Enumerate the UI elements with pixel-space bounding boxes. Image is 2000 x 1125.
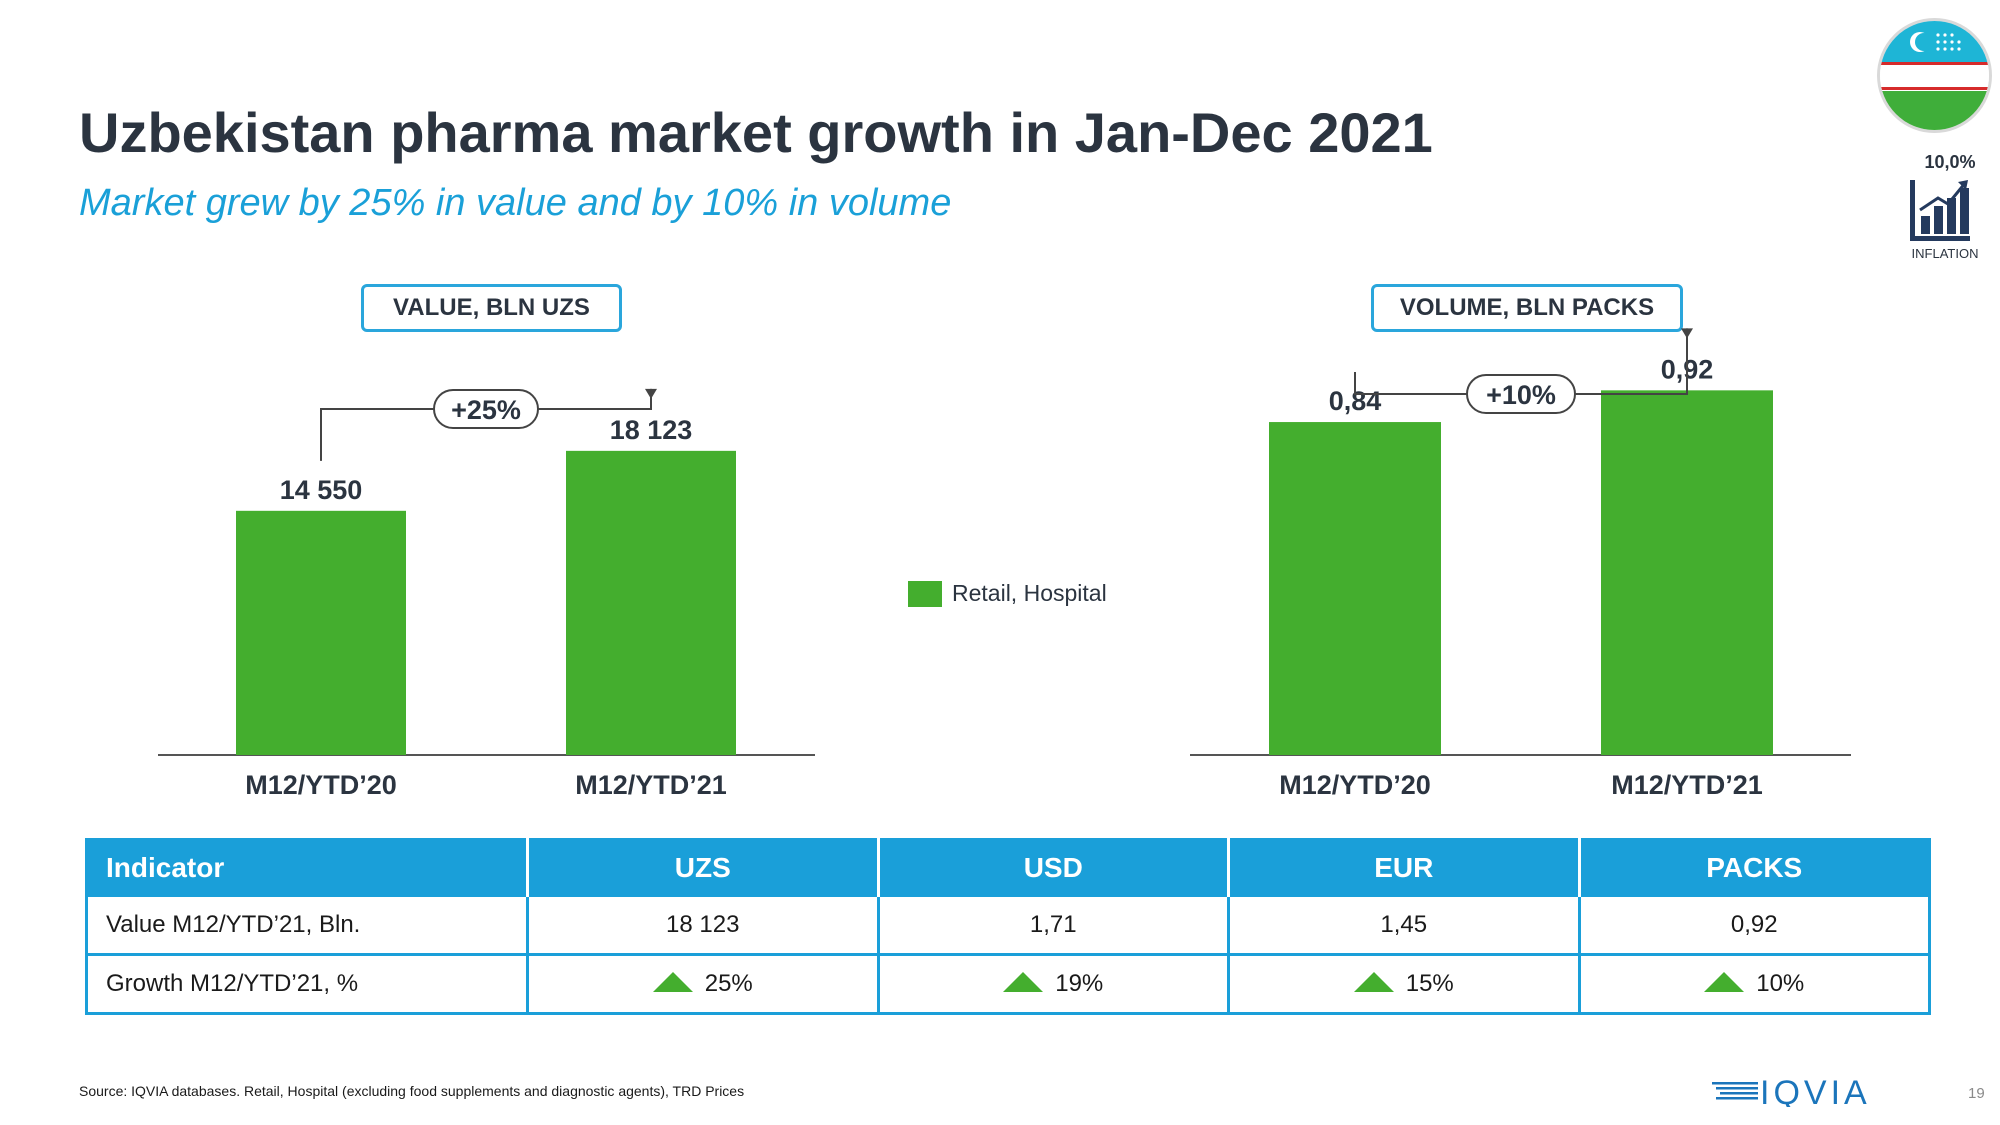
growth-arrowhead bbox=[645, 388, 657, 399]
growth-arrowhead bbox=[1681, 328, 1693, 339]
page-subtitle: Market grew by 25% in value and by 10% i… bbox=[79, 182, 952, 224]
flag-red-line bbox=[1880, 62, 1989, 66]
growth-label: +25% bbox=[451, 395, 521, 425]
table-cell: 25% bbox=[526, 953, 880, 1015]
table-row: Value M12/YTD’21, Bln. 18 123 1,71 1,45 … bbox=[85, 894, 1931, 956]
source-note: Source: IQVIA databases. Retail, Hospita… bbox=[79, 1083, 745, 1099]
logo-text: IQVIA bbox=[1760, 1075, 1871, 1107]
table-cell: 1,71 bbox=[876, 894, 1230, 956]
table-header-row: Indicator UZS USD EUR PACKS bbox=[86, 839, 1930, 896]
legend-label: Retail, Hospital bbox=[952, 580, 1107, 606]
indicator-table: Indicator UZS USD EUR PACKS Value M12/YT… bbox=[85, 838, 1931, 1015]
growth-value: 15% bbox=[1405, 970, 1454, 997]
table-header: UZS bbox=[526, 839, 878, 896]
growth-pill bbox=[1466, 374, 1576, 414]
table-header: USD bbox=[876, 839, 1229, 896]
page-number: 19 bbox=[1968, 1085, 1985, 1102]
x-tick-label: M12/YTD’21 bbox=[575, 770, 727, 800]
growth-value: 10% bbox=[1756, 970, 1805, 997]
data-label: 18 123 bbox=[610, 415, 693, 445]
x-tick-label: M12/YTD’21 bbox=[1611, 770, 1763, 800]
table-cell: Value M12/YTD’21, Bln. bbox=[85, 894, 529, 956]
up-triangle-icon bbox=[652, 971, 693, 992]
up-triangle-icon bbox=[1353, 971, 1394, 992]
table-cell: 18 123 bbox=[526, 894, 880, 956]
value-chart-title: VALUE, BLN UZS bbox=[361, 284, 622, 332]
bar bbox=[1601, 390, 1773, 755]
bar bbox=[236, 510, 406, 755]
table-cell: 10% bbox=[1577, 953, 1931, 1015]
table-cell: 15% bbox=[1227, 953, 1581, 1015]
iqvia-logo: IQVIA bbox=[1712, 1075, 1871, 1107]
growth-value: 19% bbox=[1055, 970, 1104, 997]
growth-value: 25% bbox=[704, 970, 753, 997]
bar bbox=[566, 450, 736, 755]
flag-green-stripe bbox=[1880, 90, 1989, 130]
x-tick-label: M12/YTD’20 bbox=[245, 770, 397, 800]
table-header: Indicator bbox=[86, 839, 528, 896]
bar bbox=[1269, 422, 1441, 755]
bar-growth-icon bbox=[1910, 180, 1970, 241]
legend-swatch bbox=[908, 580, 942, 607]
flag-white-stripe bbox=[1880, 65, 1989, 88]
data-label: 14 550 bbox=[280, 475, 363, 505]
up-triangle-icon bbox=[1704, 971, 1745, 992]
growth-label: +10% bbox=[1486, 380, 1556, 410]
table-cell: 19% bbox=[876, 953, 1230, 1015]
inflation-label: INFLATION bbox=[1911, 246, 1979, 261]
page-title: Uzbekistan pharma market growth in Jan-D… bbox=[79, 101, 1433, 164]
table-header: EUR bbox=[1227, 839, 1579, 896]
table-header: PACKS bbox=[1577, 839, 1930, 896]
table-row: Growth M12/YTD’21, % 25% 19% 15% 10% bbox=[85, 953, 1931, 1015]
chart-legend: Retail, Hospital bbox=[908, 580, 1107, 607]
uzbekistan-flag-icon bbox=[1877, 18, 1992, 133]
flag-crescent-stars bbox=[1910, 32, 1961, 52]
table-cell: 1,45 bbox=[1227, 894, 1581, 956]
inflation-value: 10,0% bbox=[1924, 152, 1976, 172]
up-triangle-icon bbox=[1003, 971, 1044, 992]
flag-red-line bbox=[1880, 87, 1989, 91]
logo-lines-icon bbox=[1712, 1082, 1758, 1100]
growth-pill bbox=[433, 389, 539, 429]
table-cell: Growth M12/YTD’21, % bbox=[85, 953, 529, 1015]
x-tick-label: M12/YTD’20 bbox=[1279, 770, 1431, 800]
flag-blue-stripe bbox=[1880, 21, 1989, 63]
volume-chart-title: VOLUME, BLN PACKS bbox=[1371, 284, 1683, 332]
table-cell: 0,92 bbox=[1577, 894, 1931, 956]
